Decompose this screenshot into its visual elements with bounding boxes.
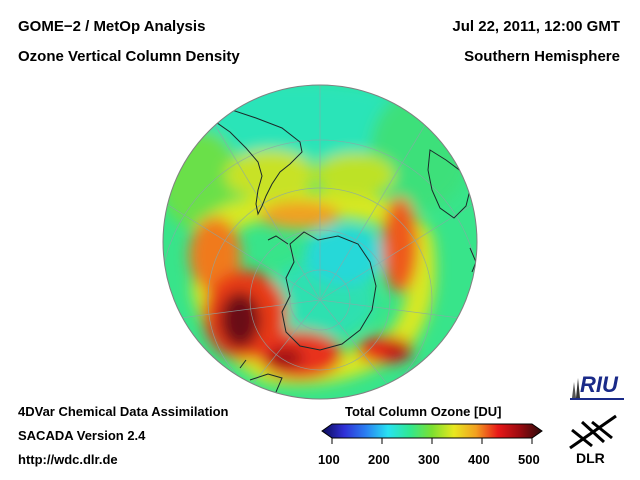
title-date: Jul 22, 2011, 12:00 GMT xyxy=(452,18,620,35)
footer-version: SACADA Version 2.4 xyxy=(18,428,146,443)
dlr-logo-text: DLR xyxy=(576,450,605,466)
graticule xyxy=(163,85,477,399)
footer-url: http://wdc.dlr.de xyxy=(18,452,118,467)
title-hemisphere: Southern Hemisphere xyxy=(464,48,620,65)
riu-logo-mark xyxy=(570,378,624,400)
colorbar-tick-300: 300 xyxy=(418,452,440,467)
globe-outline xyxy=(162,84,478,400)
title-quantity: Ozone Vertical Column Density xyxy=(18,48,240,65)
riu-logo-text: RIU xyxy=(580,372,618,397)
colorbar-tick-200: 200 xyxy=(368,452,390,467)
colorbar-tick-400: 400 xyxy=(468,452,490,467)
riu-logo: RIU xyxy=(570,372,626,402)
title-instrument: GOME−2 / MetOp Analysis xyxy=(18,18,206,35)
colorbar-tick-500: 500 xyxy=(518,452,540,467)
dlr-logo: DLR xyxy=(566,412,622,468)
colorbar-title: Total Column Ozone [DU] xyxy=(345,404,502,419)
footer-assimilation: 4DVar Chemical Data Assimilation xyxy=(18,404,229,419)
colorbar-tick-100: 100 xyxy=(318,452,340,467)
dlr-logo-mark xyxy=(569,414,617,450)
coastlines xyxy=(208,109,477,393)
